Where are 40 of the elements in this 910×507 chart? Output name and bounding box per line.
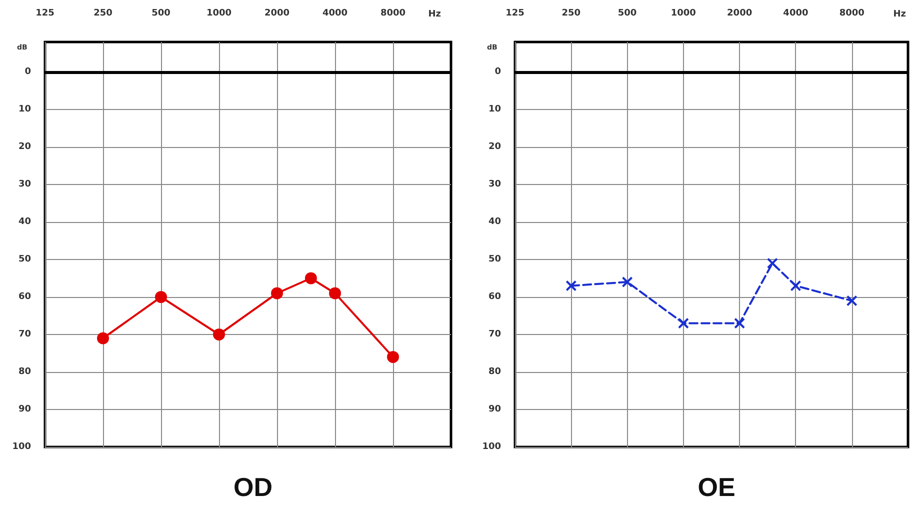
x-tick-label: 500 (618, 8, 637, 18)
x-tick-label: 8000 (839, 8, 864, 18)
y-tick-label: 50 (488, 254, 501, 264)
y-tick-label: 80 (18, 367, 31, 377)
y-tick-label: 40 (18, 217, 31, 227)
y-tick-label: 10 (18, 104, 31, 114)
y-tick-label: 70 (488, 330, 501, 340)
x-tick-label: 125 (36, 8, 54, 18)
x-tick-label: 4000 (322, 8, 348, 18)
y-tick-label: 30 (488, 180, 501, 190)
y-tick-label: 100 (12, 442, 31, 452)
x-tick-label: 1000 (206, 8, 232, 18)
text: OD (234, 472, 272, 502)
x-tick-label: 250 (94, 8, 112, 18)
y-tick-label: 20 (488, 142, 501, 152)
y-tick-label: 20 (18, 142, 31, 152)
y-tick-label: 80 (488, 367, 501, 377)
y-tick-label: 100 (482, 442, 501, 452)
y-tick-label: 30 (18, 180, 31, 190)
x-tick-label: 250 (562, 8, 581, 18)
x-tick-label: 2000 (727, 8, 752, 18)
y-tick-label: 60 (18, 292, 31, 302)
y-tick-label: 60 (488, 292, 501, 302)
x-tick-label: 8000 (380, 8, 406, 18)
x-axis-title: Hz (428, 10, 442, 20)
y-tick-label: 0 (494, 67, 501, 77)
x-tick-label: 2000 (264, 8, 290, 18)
x-tick-label: 4000 (783, 8, 808, 18)
y-tick-label: 50 (18, 254, 31, 264)
y-tick-label: 90 (18, 404, 31, 414)
x-tick-label: 1000 (670, 8, 696, 18)
x-axis-title: Hz (893, 10, 906, 20)
y-tick-label: 10 (488, 104, 501, 114)
y-tick-label: 40 (488, 217, 501, 227)
y-tick-label: 70 (18, 330, 31, 340)
text: OE (698, 472, 736, 502)
x-tick-label: 125 (506, 8, 524, 18)
x-tick-label: 500 (152, 8, 170, 18)
y-tick-label: 0 (24, 67, 31, 77)
y-tick-label: 90 (488, 404, 501, 414)
